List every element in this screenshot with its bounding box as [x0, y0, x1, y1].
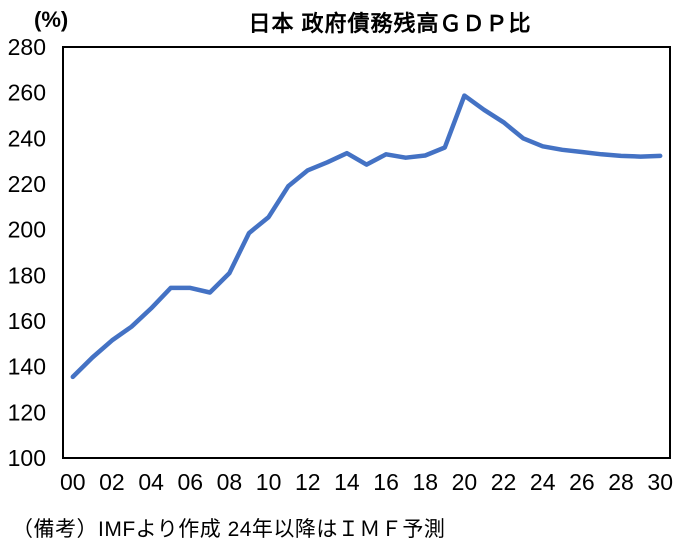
y-axis-tick-label: 260: [8, 80, 46, 106]
x-axis-tick-label: 24: [530, 469, 556, 495]
source-note: （備考）IMFより作成 24年以降はＩＭＦ予測: [12, 518, 446, 541]
y-axis-tick-label: 220: [8, 171, 46, 197]
y-axis-tick-label: 160: [8, 308, 46, 334]
y-axis-tick-label: 240: [8, 125, 46, 151]
x-axis-tick-label: 08: [217, 469, 243, 495]
x-axis-tick-label: 10: [256, 469, 282, 495]
x-axis-tick-label: 14: [334, 469, 360, 495]
x-axis-tick-label: 02: [99, 469, 125, 495]
x-axis-tick-label: 00: [60, 469, 86, 495]
x-axis-tick-label: 06: [177, 469, 203, 495]
y-axis-tick-label: 140: [8, 354, 46, 380]
plot-border: [62, 46, 671, 459]
y-axis-tick-label: 280: [8, 34, 46, 60]
x-axis-tick-label: 18: [412, 469, 438, 495]
x-axis-tick-label: 16: [373, 469, 399, 495]
y-axis-tick-label: 100: [8, 445, 46, 471]
x-axis-tick-label: 22: [491, 469, 517, 495]
x-axis-tick-label: 20: [452, 469, 478, 495]
y-axis-tick-label: 200: [8, 217, 46, 243]
y-axis-tick-label: 120: [8, 399, 46, 425]
x-axis-tick-label: 28: [608, 469, 634, 495]
x-axis-tick-label: 12: [295, 469, 321, 495]
x-axis-tick-label: 04: [138, 469, 164, 495]
chart-title: 日本 政府債務残高ＧＤＰ比: [248, 11, 532, 36]
x-axis-tick-label: 26: [569, 469, 595, 495]
x-axis-tick-label: 30: [647, 469, 673, 495]
y-axis-tick-label: 180: [8, 262, 46, 288]
debt-ratio-line: [70, 93, 663, 380]
y-axis-unit-label: (%): [34, 7, 69, 32]
